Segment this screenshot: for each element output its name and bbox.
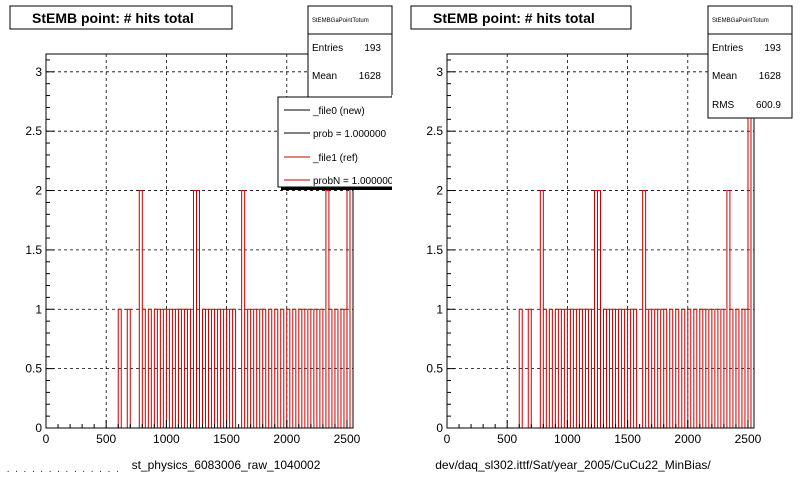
x-axis-label-left: st_physics_6083006_raw_1040002 xyxy=(132,458,321,472)
legend-label-file1: _file1 (ref) xyxy=(312,153,358,164)
chart-title-box-left xyxy=(9,5,233,30)
y-axis-right: 0 0.5 1 1.5 2 2.5 3 xyxy=(426,59,455,435)
x-tick-label: 0 xyxy=(444,432,451,446)
stats-mean-label-left: Mean xyxy=(312,71,337,82)
stats-entries-value-left: 193 xyxy=(364,43,381,54)
stats-mean-value-left: 1628 xyxy=(359,71,382,82)
stats-mean-value-right: 1628 xyxy=(759,71,782,82)
stats-box-right: StEMBGaPointTotum Entries 193 Mean 1628 … xyxy=(707,5,793,119)
x-tick-label: 1500 xyxy=(614,432,641,446)
stats-rms-label-right: RMS xyxy=(712,100,735,111)
x-tick-label: 1000 xyxy=(554,432,581,446)
y-tick-label: 1 xyxy=(35,302,42,316)
y-tick-label: 0 xyxy=(35,421,42,435)
legend-item-file0: _file0 (new) xyxy=(284,106,365,117)
legend-left: _file0 (new) prob = 1.000000 _file1 (ref… xyxy=(277,95,402,195)
legend-item-prob: prob = 1.000000 xyxy=(284,129,387,140)
y-tick-label: 1.5 xyxy=(426,243,443,257)
y-tick-label: 2.5 xyxy=(25,124,42,138)
x-tick-label: 2000 xyxy=(273,432,300,446)
series-line-ref xyxy=(447,71,754,429)
y-tick-label: 1 xyxy=(436,302,443,316)
y-tick-label: 2.5 xyxy=(426,124,443,138)
y-tick-label: 0.5 xyxy=(426,362,443,376)
chart-panel-left: 0 500 1000 1500 2000 2500 0 0.5 1 1.5 2 2.5 3 StEMB… xyxy=(9,5,402,472)
y-tick-label: 2 xyxy=(35,184,42,198)
stats-title-left: StEMBGaPointTotum xyxy=(312,18,369,24)
x-tick-label: 2500 xyxy=(735,432,762,446)
x-axis-label-right: dev/daq_sl302.ittf/Sat/year_2005/CuCu22_… xyxy=(435,458,711,472)
x-tick-label: 0 xyxy=(43,432,50,446)
series-right xyxy=(447,71,754,429)
chart-panel-right: 0 500 1000 1500 2000 2500 0 0.5 1 1.5 2 2.5 3 StEMB… xyxy=(410,5,793,472)
legend-label-file0: _file0 (new) xyxy=(312,106,365,117)
x-tick-label: 1500 xyxy=(213,432,240,446)
x-axis-left: 0 500 1000 1500 2000 2500 xyxy=(43,420,361,446)
stats-rms-value-right: 600.9 xyxy=(756,100,781,111)
legend-item-file1: _file1 (ref) xyxy=(284,153,358,164)
y-tick-label: 3 xyxy=(35,65,42,79)
y-tick-label: 0.5 xyxy=(25,362,42,376)
y-axis-left: 0 0.5 1 1.5 2 2.5 3 xyxy=(25,59,54,435)
series-line-ref xyxy=(46,71,353,429)
chart-title-left: StEMB point: # hits total xyxy=(32,10,194,26)
y-tick-label: 3 xyxy=(436,65,443,79)
stats-entries-label-right: Entries xyxy=(712,43,743,54)
chart-title-right: StEMB point: # hits total xyxy=(433,10,595,26)
x-tick-label: 1000 xyxy=(153,432,180,446)
plot-frame-left xyxy=(45,53,354,429)
y-tick-label: 1.5 xyxy=(25,243,42,257)
stats-mean-label-right: Mean xyxy=(712,71,737,82)
y-tick-label: 0 xyxy=(436,421,443,435)
x-axis-right: 0 500 1000 1500 2000 2500 xyxy=(444,420,762,446)
x-tick-label: 500 xyxy=(96,432,116,446)
series-left xyxy=(46,71,353,429)
legend-label-prob: prob = 1.000000 xyxy=(313,129,387,140)
corner-stamp: . . . . . . . . . . . . . . xyxy=(6,467,119,475)
legend-item-probn: probN = 1.000000 xyxy=(284,176,394,187)
stats-entries-value-right: 193 xyxy=(764,43,781,54)
chart-title-box-right xyxy=(410,5,632,30)
plot-frame-right xyxy=(446,53,755,429)
legend-label-probn: probN = 1.000000 xyxy=(313,176,394,187)
stats-title-right: StEMBGaPointTotum xyxy=(712,18,769,24)
x-tick-label: 2500 xyxy=(334,432,361,446)
x-tick-label: 2000 xyxy=(674,432,701,446)
y-tick-label: 2 xyxy=(436,184,443,198)
x-tick-label: 500 xyxy=(497,432,517,446)
stats-entries-label-left: Entries xyxy=(312,43,343,54)
